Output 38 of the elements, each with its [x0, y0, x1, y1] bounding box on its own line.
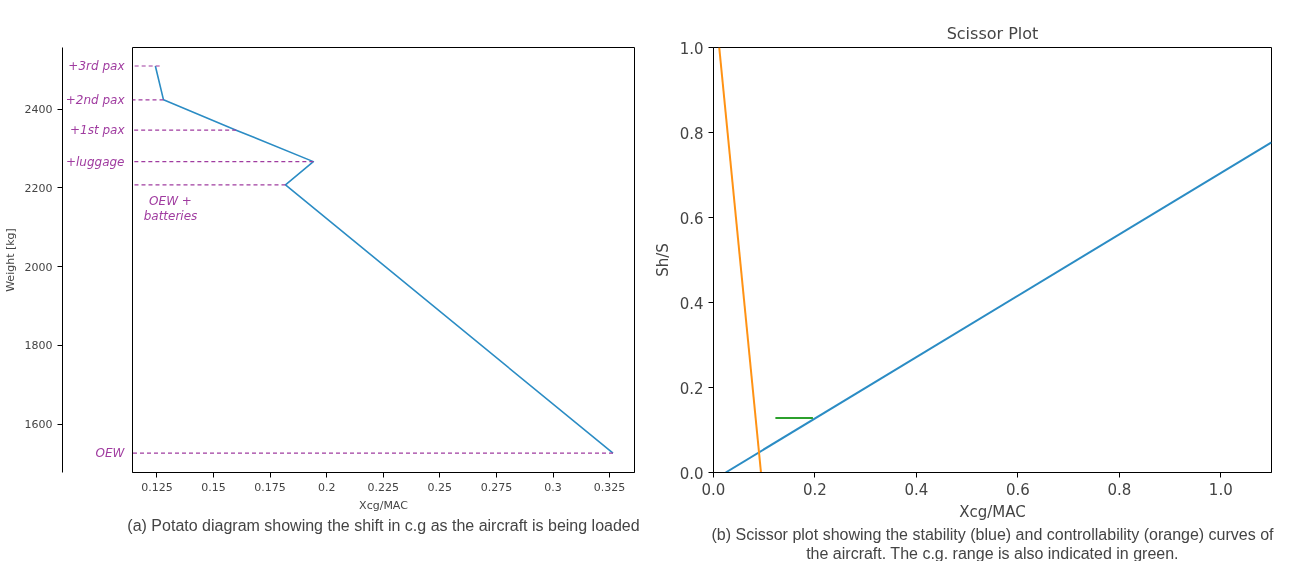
- y-tick-label: 1600: [24, 418, 53, 432]
- y-tick-label: 2000: [24, 260, 53, 274]
- x-tick-label: 0.225: [367, 480, 400, 494]
- y-tick-label: 0.8: [679, 124, 704, 143]
- x-tick-label: 0.8: [1107, 480, 1132, 499]
- text: (a) Potato diagram showing the shift in c.g as the aircraft is being loaded: [127, 516, 640, 534]
- x-tick-label: 1.0: [1208, 480, 1233, 499]
- series-label: +3rd pax: [68, 59, 126, 73]
- y-tick-label: 1800: [24, 339, 53, 353]
- y-tick-label: 2400: [24, 103, 53, 117]
- series-label: OEW: [95, 446, 126, 461]
- y-tick-label: 1.0: [679, 39, 704, 58]
- chart-title: Scissor Plot: [946, 23, 1039, 43]
- text: (b) Scissor plot showing the stability (blue) and controllability (orange) curves of the aircraft. The c.g. range is also indicated in green.: [711, 525, 1275, 561]
- series-label: +luggage: [65, 154, 125, 169]
- x-tick-label: 0.175: [254, 480, 286, 494]
- y-tick-label: 2200: [24, 181, 53, 195]
- y-tick-label: 0.2: [679, 379, 704, 398]
- x-axis-title: Xcg/MAC: [359, 498, 409, 512]
- series-label: OEW + batteries: [143, 193, 198, 223]
- y-axis-title: Weight [kg]: [3, 228, 17, 292]
- x-tick-label: 0.2: [803, 480, 827, 499]
- x-tick-label: 0.2: [317, 480, 336, 494]
- x-tick-label: 0.6: [1005, 480, 1030, 499]
- x-tick-label: 0.275: [480, 480, 513, 494]
- x-tick-label: 0.0: [701, 480, 726, 499]
- x-tick-label: 0.125: [141, 480, 173, 494]
- x-axis-title: Xcg/MAC: [959, 502, 1026, 521]
- x-tick-label: 0.15: [201, 480, 226, 494]
- y-tick-label: 0.6: [679, 209, 704, 228]
- y-tick-label: 0.4: [679, 294, 704, 313]
- x-tick-label: 0.25: [427, 480, 453, 494]
- x-tick-label: 0.4: [904, 480, 929, 499]
- series-label: +2nd pax: [65, 92, 126, 107]
- y-axis-title: Sh/S: [653, 243, 672, 277]
- series-label: +1st pax: [69, 123, 126, 138]
- x-tick-label: 0.325: [593, 480, 626, 494]
- x-tick-label: 0.3: [544, 480, 562, 494]
